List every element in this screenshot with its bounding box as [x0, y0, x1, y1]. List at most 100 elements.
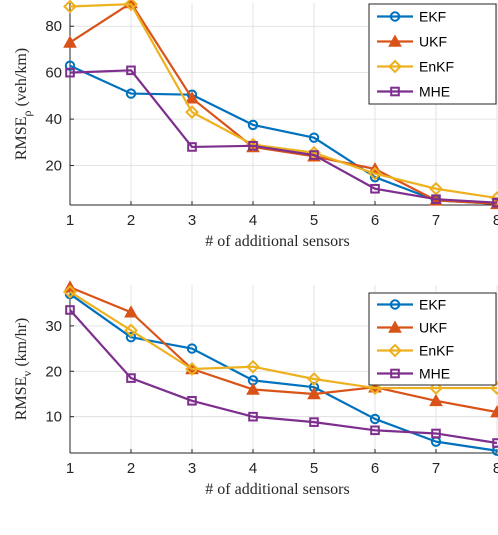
- data-point: [187, 395, 197, 406]
- x-axis-label: # of additional sensors: [205, 233, 349, 250]
- legend-item: EKF: [377, 297, 446, 313]
- x-tick-label: 4: [249, 460, 257, 477]
- legend: EKF UKF EnKF MHE: [368, 3, 497, 105]
- data-point: [492, 197, 498, 208]
- data-point: [490, 191, 498, 205]
- x-tick-label: 1: [66, 460, 74, 477]
- data-point: [368, 381, 382, 395]
- data-point: [125, 88, 137, 99]
- data-point: [63, 35, 77, 48]
- series-line: [69, 69, 498, 204]
- legend-marker: [388, 59, 402, 74]
- y-tick-label: 20: [45, 158, 62, 175]
- legend-marker: [389, 299, 401, 310]
- legend-box: [368, 3, 497, 105]
- legend-label: UKF: [419, 34, 447, 50]
- data-point: [63, 284, 77, 299]
- chart-panel-2: 1 2 3 4 5 6 7 8 10 20 30 # of additional sensors RMS…: [13, 280, 498, 498]
- data-point: [63, 0, 77, 14]
- data-point: [65, 67, 75, 78]
- data-point: [65, 305, 75, 315]
- x-tick-label: 5: [310, 212, 318, 229]
- chart-panel-1: 1 2 3 4 5 6 7 8 20 40 60 80 # of additional sensors R…: [13, 0, 498, 250]
- x-tick-label: 8: [493, 460, 498, 477]
- series-mhe: [65, 65, 498, 208]
- legend-marker: [390, 86, 400, 97]
- legend-marker: [390, 368, 400, 379]
- x-tick-label: 3: [188, 460, 196, 477]
- data-point: [308, 132, 320, 143]
- legend-marker: [389, 11, 401, 22]
- series-line: [69, 286, 498, 414]
- data-point: [309, 417, 319, 427]
- data-point: [64, 60, 76, 71]
- x-tick-label: 1: [66, 212, 74, 229]
- data-point: [429, 393, 443, 407]
- series-line: [69, 293, 498, 452]
- data-point: [126, 65, 136, 76]
- x-tick-label: 5: [310, 460, 318, 477]
- data-point: [185, 91, 199, 104]
- series-enkf: [63, 284, 498, 395]
- data-point: [248, 140, 258, 151]
- data-point: [124, 323, 138, 338]
- legend-marker: [388, 320, 402, 333]
- legend-item: UKF: [377, 320, 447, 336]
- legend-label: EnKF: [419, 343, 454, 359]
- data-point: [186, 343, 198, 354]
- series-line: [69, 290, 497, 390]
- data-point: [369, 413, 381, 425]
- x-tick-label: 3: [188, 212, 196, 229]
- x-tick-label: 4: [249, 212, 257, 229]
- legend-label: EKF: [419, 9, 446, 25]
- series-line: [69, 309, 498, 445]
- x-tick-label: 8: [493, 212, 498, 229]
- data-point: [492, 438, 498, 448]
- data-point: [429, 181, 443, 196]
- data-point: [124, 305, 138, 318]
- data-point: [429, 381, 443, 395]
- legend-item: EKF: [377, 9, 446, 25]
- data-point: [246, 382, 260, 395]
- series-line: [69, 3, 498, 200]
- legend-label: UKF: [419, 320, 447, 336]
- data-point: [431, 428, 441, 439]
- data-point: [124, 0, 138, 12]
- y-tick-label: 30: [45, 318, 62, 335]
- data-point: [248, 411, 258, 422]
- data-point: [309, 150, 319, 160]
- series-mhe: [65, 305, 498, 448]
- data-point: [307, 372, 321, 386]
- legend-label: MHE: [419, 84, 450, 100]
- data-point: [185, 105, 199, 120]
- legend-item: MHE: [377, 84, 450, 100]
- y-axis-label: RMSEρ (veh/km): [13, 48, 34, 160]
- data-point: [368, 166, 382, 181]
- y-axis-label: RMSEv (km/hr): [13, 318, 34, 420]
- legend-label: EKF: [419, 297, 446, 313]
- legend-label: MHE: [419, 366, 450, 382]
- legend-box: [368, 292, 497, 386]
- data-point: [307, 386, 321, 400]
- x-axis-label: # of additional sensors: [205, 481, 349, 498]
- y-tick-label: 10: [45, 409, 62, 426]
- data-point: [187, 142, 197, 152]
- y-tick-label: 40: [45, 111, 62, 128]
- data-point: [247, 119, 259, 131]
- data-point: [490, 381, 498, 395]
- data-point: [370, 183, 380, 194]
- x-tick-label: 7: [432, 460, 440, 477]
- x-tick-label: 6: [371, 212, 379, 229]
- legend-item: MHE: [377, 366, 450, 382]
- data-point: [126, 373, 136, 383]
- legend-marker: [388, 34, 402, 47]
- legend-marker: [388, 343, 402, 358]
- data-point: [246, 359, 260, 374]
- data-point: [370, 425, 380, 436]
- x-tick-label: 2: [127, 460, 135, 477]
- x-tick-label: 2: [127, 212, 135, 229]
- legend-item: EnKF: [377, 343, 454, 359]
- data-point: [431, 194, 441, 204]
- data-point: [185, 362, 199, 376]
